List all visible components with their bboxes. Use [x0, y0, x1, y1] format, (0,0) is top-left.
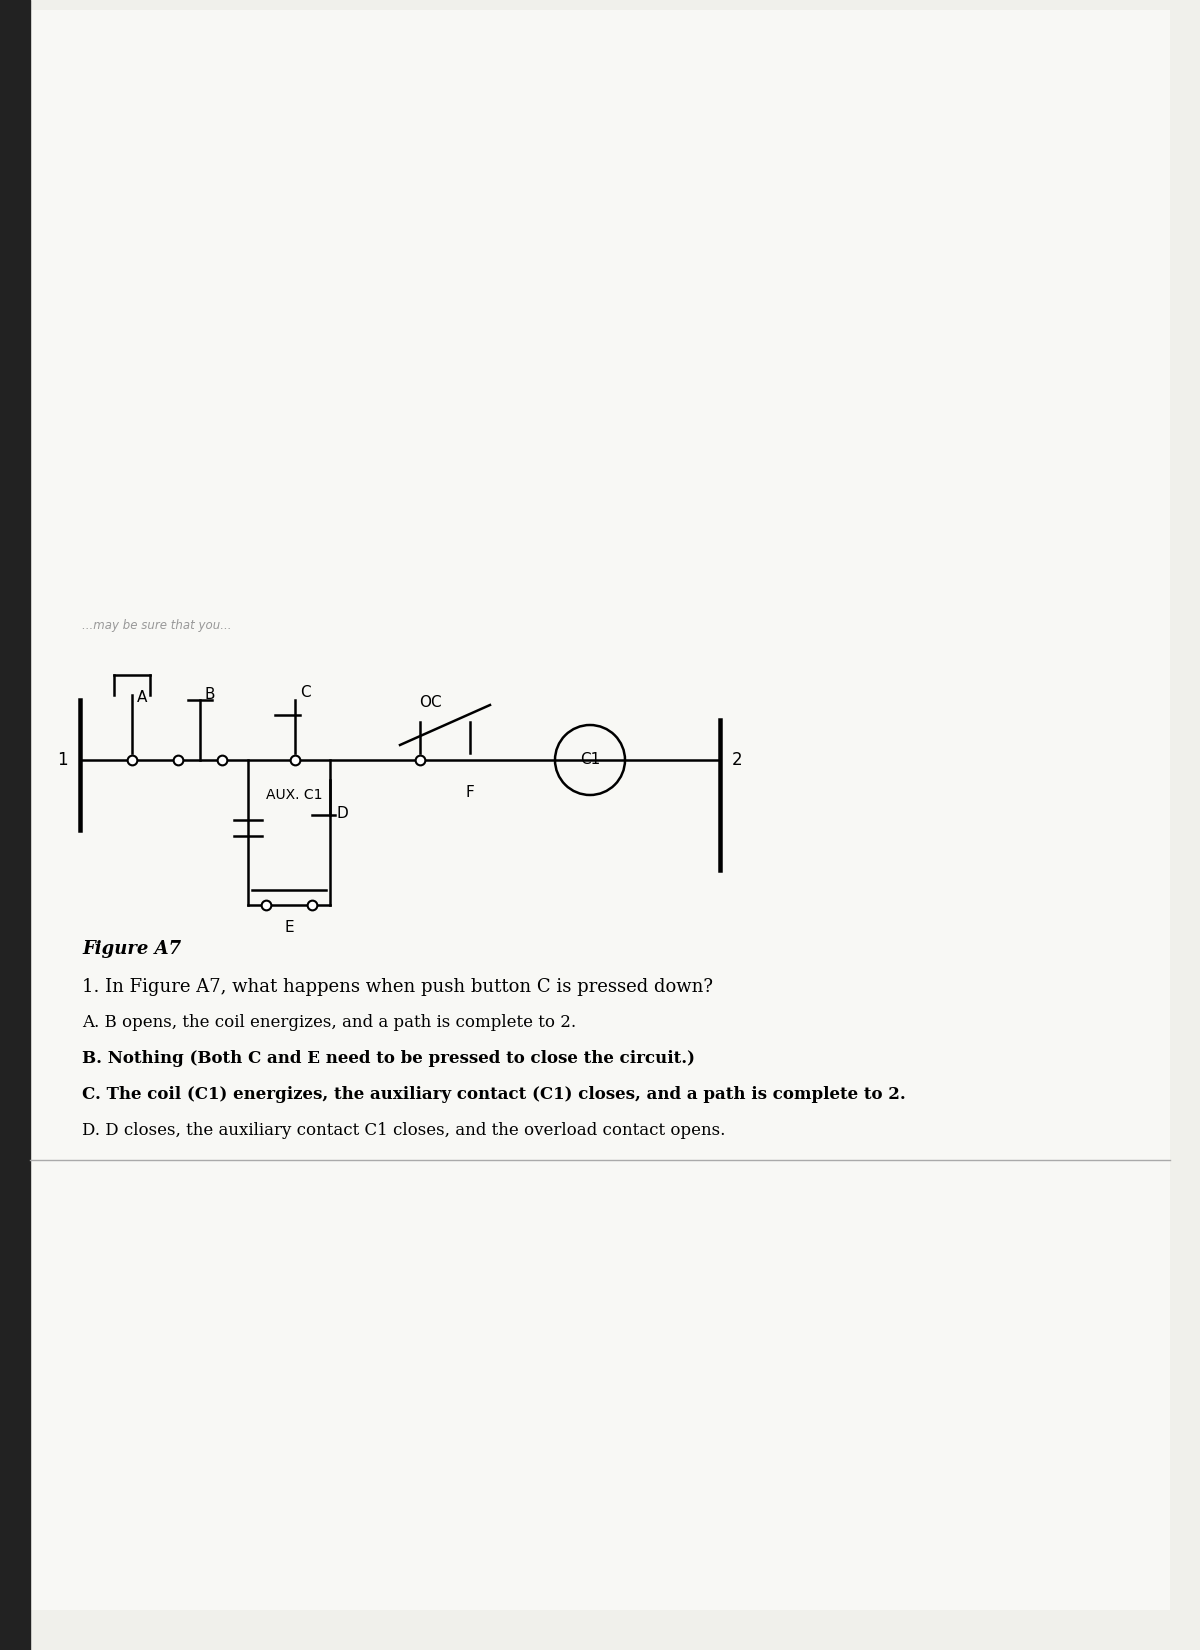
Text: 1: 1	[58, 751, 68, 769]
Text: C1: C1	[580, 752, 600, 767]
Text: OC: OC	[419, 695, 442, 710]
Text: E: E	[284, 921, 294, 936]
Text: Figure A7: Figure A7	[82, 940, 181, 959]
Text: B. Nothing (Both C and E need to be pressed to close the circuit.): B. Nothing (Both C and E need to be pres…	[82, 1049, 695, 1068]
Text: A: A	[137, 690, 148, 705]
Text: D: D	[336, 805, 348, 820]
Text: C: C	[300, 685, 311, 700]
Text: B: B	[205, 686, 216, 701]
Text: AUX. C1: AUX. C1	[265, 789, 323, 802]
Text: C. The coil (C1) energizes, the auxiliary contact (C1) closes, and a path is com: C. The coil (C1) energizes, the auxiliar…	[82, 1086, 906, 1102]
Text: F: F	[466, 785, 474, 800]
Text: A. B opens, the coil energizes, and a path is complete to 2.: A. B opens, the coil energizes, and a pa…	[82, 1015, 576, 1031]
FancyBboxPatch shape	[30, 10, 1170, 1610]
Text: D. D closes, the auxiliary contact C1 closes, and the overload contact opens.: D. D closes, the auxiliary contact C1 cl…	[82, 1122, 725, 1138]
Text: ...may be sure that you...: ...may be sure that you...	[82, 619, 232, 632]
Text: 1. In Figure A7, what happens when push button C is pressed down?: 1. In Figure A7, what happens when push …	[82, 978, 713, 997]
Text: 2: 2	[732, 751, 743, 769]
